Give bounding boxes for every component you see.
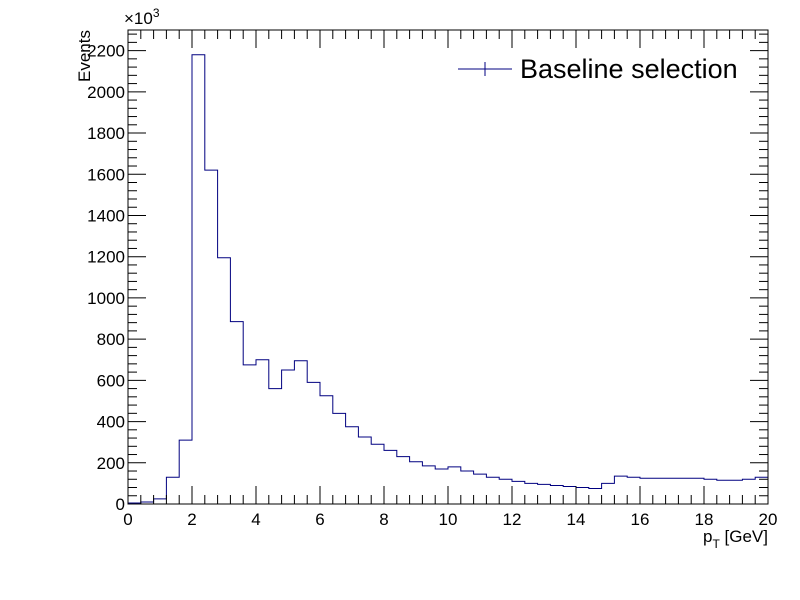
histogram-bin — [346, 427, 359, 504]
x-tick-label: 18 — [695, 510, 714, 529]
histogram-bin — [166, 477, 179, 504]
histogram-bin — [256, 360, 269, 504]
y-tick-label: 600 — [97, 371, 125, 390]
histogram-bin — [269, 389, 282, 504]
histogram-bin — [422, 466, 435, 504]
histogram-bin — [218, 258, 231, 504]
histogram-bin — [435, 469, 448, 504]
histogram-bin — [461, 471, 474, 504]
histogram-bin — [192, 55, 205, 504]
y-tick-label: 800 — [97, 330, 125, 349]
y-tick-label: 1000 — [87, 289, 125, 308]
histogram-bin — [730, 480, 743, 504]
histogram-bin — [320, 396, 333, 504]
histogram-bin — [614, 476, 627, 504]
y-tick-labels: 0 200 400 600 800 1000 1200 1400 1600 1800 2000 220… — [87, 42, 125, 514]
histogram-bin — [474, 474, 487, 504]
y-axis-title: Events — [75, 30, 94, 82]
histogram-bin — [307, 382, 320, 504]
x-tick-labels: 0 2 4 6 8 10 12 14 16 18 20 — [123, 510, 777, 529]
histogram-bin — [294, 361, 307, 504]
histogram-bin — [678, 478, 691, 504]
histogram-bin — [563, 486, 576, 504]
legend-label: Baseline selection — [520, 54, 738, 84]
histogram-bin — [282, 370, 295, 504]
y-axis-multiplier: ×103 — [124, 6, 160, 28]
y-tick-label: 1600 — [87, 165, 125, 184]
histogram-bin — [154, 499, 167, 504]
histogram-bin — [538, 484, 551, 504]
histogram-bin — [666, 478, 679, 504]
histogram-bin — [640, 478, 653, 504]
x-tick-label: 10 — [439, 510, 458, 529]
x-tick-label: 6 — [315, 510, 324, 529]
y-tick-label: 1200 — [87, 248, 125, 267]
histogram-bin — [205, 170, 218, 504]
histogram-outline — [127, 54, 769, 504]
histogram-bin — [384, 450, 397, 504]
x-tick-label: 0 — [123, 510, 132, 529]
histogram-bin — [653, 478, 666, 504]
y-tick-label: 400 — [97, 413, 125, 432]
x-axis-title: pT [GeV] — [703, 527, 768, 551]
histogram-bin — [525, 483, 538, 504]
x-axis-title-subscript: T — [712, 537, 720, 551]
y-tick-label: 1400 — [87, 206, 125, 225]
x-tick-label: 8 — [379, 510, 388, 529]
histogram-bin — [602, 483, 615, 504]
histogram-bin — [358, 437, 371, 504]
histogram-bin — [755, 477, 768, 504]
histogram-bin — [627, 477, 640, 504]
histogram-bin — [704, 479, 717, 504]
histogram-bin — [448, 467, 461, 504]
y-tick-label: 1800 — [87, 124, 125, 143]
histogram-bin — [371, 444, 384, 504]
histogram-bin — [589, 489, 602, 504]
y-tick-label: 2200 — [87, 42, 125, 61]
legend: Baseline selection — [458, 54, 738, 84]
histogram-bin — [742, 479, 755, 504]
histogram-bin — [717, 480, 730, 504]
histogram-bin — [410, 462, 423, 504]
histogram-bin — [499, 479, 512, 504]
histogram-bin — [550, 485, 563, 504]
histogram-bin — [576, 488, 589, 504]
x-tick-label: 12 — [503, 510, 522, 529]
x-tick-label: 16 — [631, 510, 650, 529]
x-tick-label: 4 — [251, 510, 260, 529]
histogram-bin — [691, 478, 704, 504]
x-tick-label: 2 — [187, 510, 196, 529]
histogram-bin — [512, 481, 525, 504]
histogram-bin — [179, 440, 192, 504]
x-tick-label: 14 — [567, 510, 586, 529]
y-tick-label: 0 — [116, 495, 125, 514]
histogram-bin — [230, 322, 243, 504]
y-tick-label: 200 — [97, 454, 125, 473]
histogram-bin — [486, 477, 499, 504]
y-axis-multiplier-exponent: 3 — [153, 6, 160, 20]
x-tick-label: 20 — [759, 510, 778, 529]
y-tick-label: 2000 — [87, 83, 125, 102]
histogram-bin — [243, 365, 256, 504]
histogram-bin — [333, 413, 346, 504]
axis-ticks — [127, 30, 769, 505]
histogram-bin — [397, 457, 410, 504]
histogram-series — [127, 54, 769, 504]
